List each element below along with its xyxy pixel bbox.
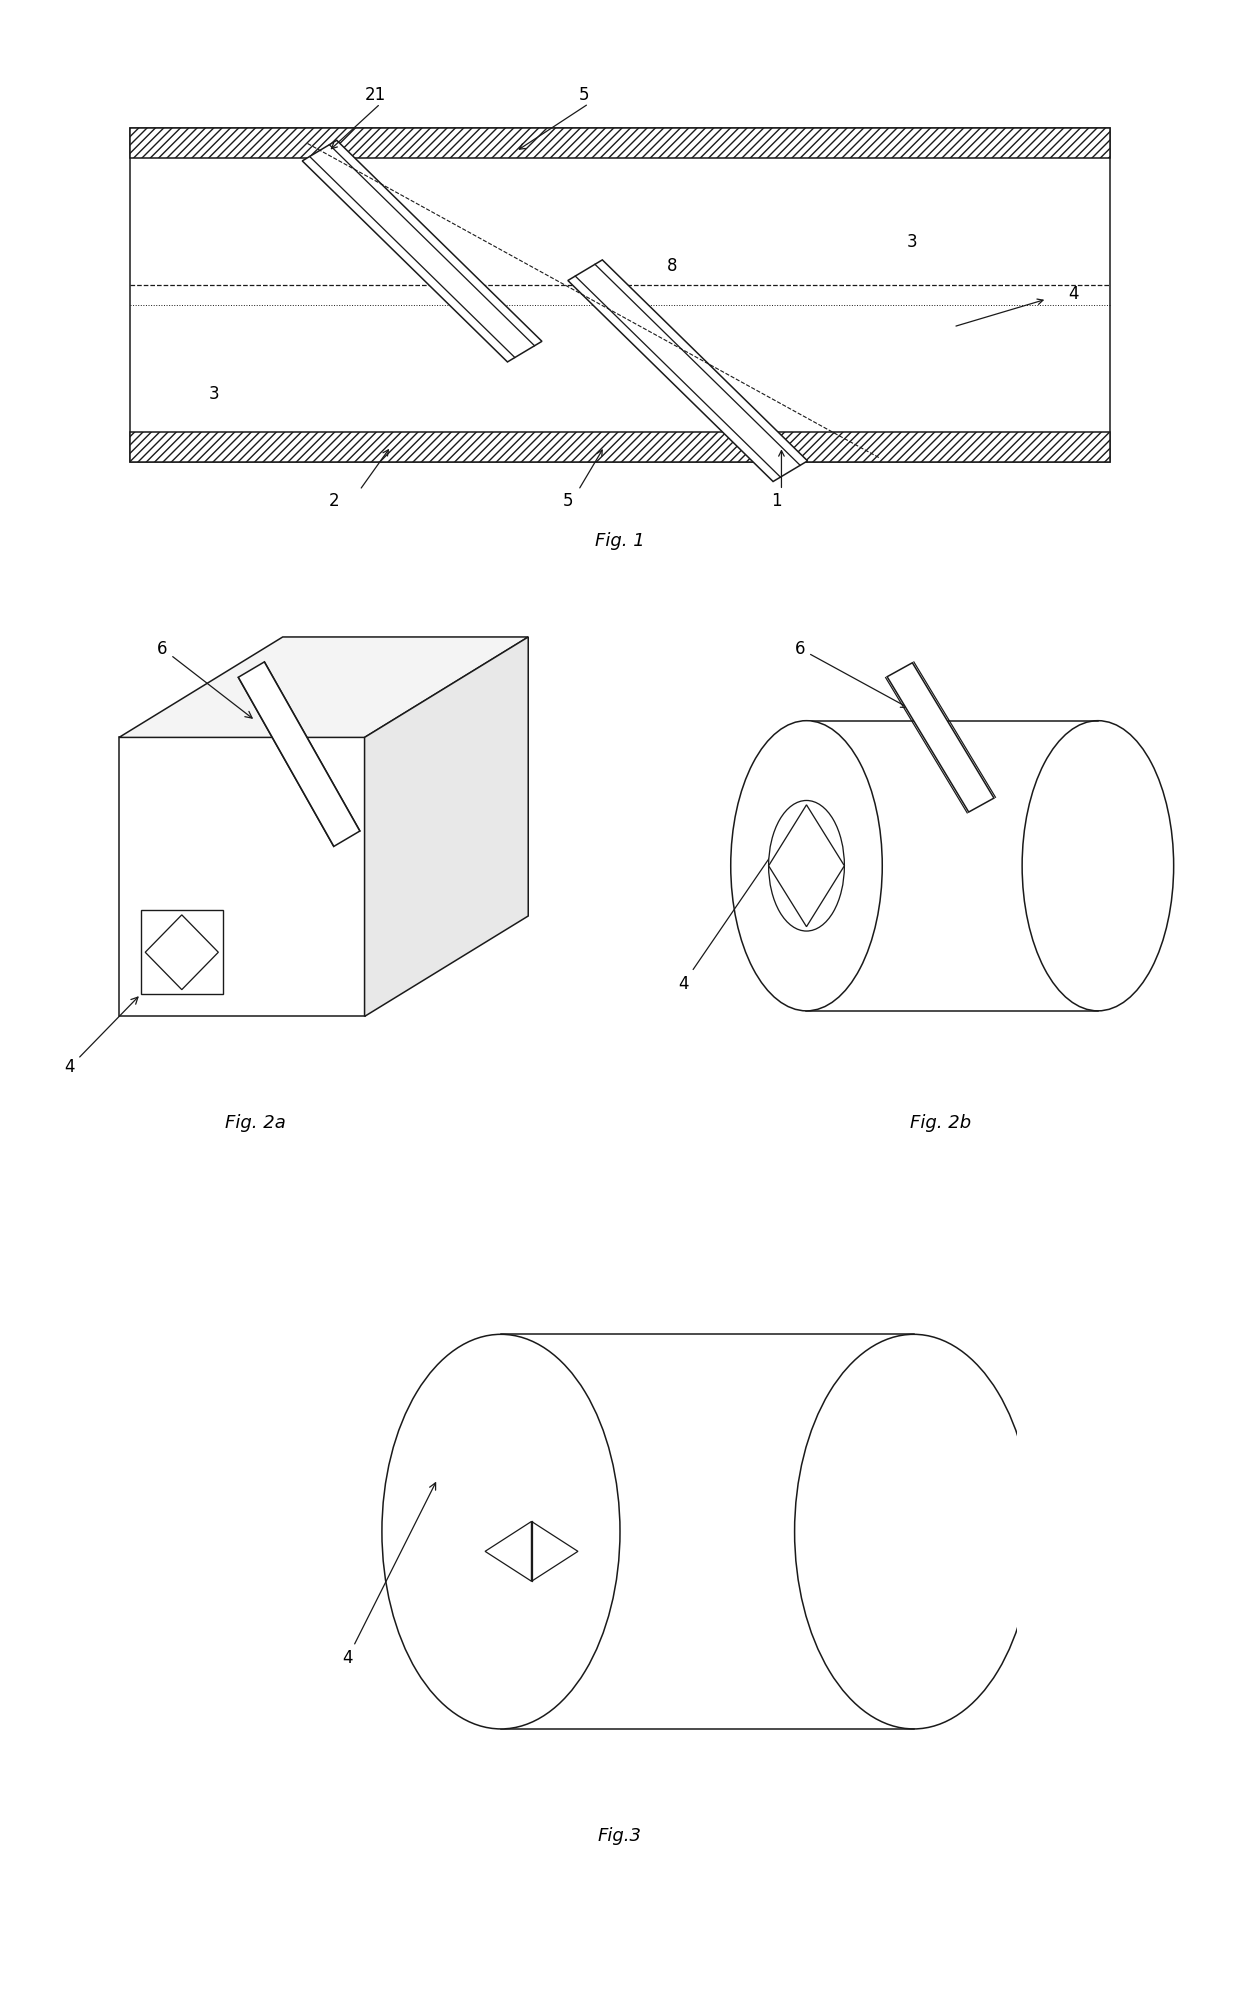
Text: 4: 4	[64, 996, 138, 1076]
Ellipse shape	[769, 801, 844, 931]
Text: 4: 4	[342, 1483, 435, 1668]
Polygon shape	[568, 259, 807, 482]
Text: Fig.3: Fig.3	[598, 1828, 642, 1846]
Text: 5: 5	[578, 86, 589, 104]
Ellipse shape	[730, 721, 883, 1010]
Text: Fig. 2b: Fig. 2b	[910, 1114, 971, 1132]
Ellipse shape	[382, 1335, 620, 1730]
Polygon shape	[365, 638, 528, 1016]
Polygon shape	[485, 1521, 532, 1580]
Polygon shape	[887, 664, 994, 811]
Text: 2: 2	[329, 492, 339, 510]
Polygon shape	[130, 432, 1110, 462]
Polygon shape	[303, 140, 542, 363]
Polygon shape	[141, 911, 223, 995]
Polygon shape	[130, 128, 1110, 462]
Polygon shape	[145, 915, 218, 991]
Polygon shape	[769, 805, 844, 927]
Polygon shape	[119, 638, 528, 737]
Text: 6: 6	[157, 640, 252, 717]
Polygon shape	[532, 1521, 578, 1580]
Polygon shape	[130, 128, 1110, 157]
Text: 21: 21	[365, 86, 386, 104]
Text: 1: 1	[771, 492, 781, 510]
Text: 4: 4	[678, 841, 781, 993]
Text: 8: 8	[667, 257, 677, 275]
Ellipse shape	[795, 1335, 1033, 1730]
Text: 3: 3	[208, 385, 219, 403]
Text: 4: 4	[1068, 285, 1079, 303]
Text: Fig. 2a: Fig. 2a	[226, 1114, 285, 1132]
Text: 5: 5	[563, 492, 573, 510]
Text: 6: 6	[795, 640, 908, 708]
Polygon shape	[238, 662, 360, 847]
Text: Fig. 1: Fig. 1	[595, 532, 645, 550]
Text: 3: 3	[906, 233, 916, 251]
Ellipse shape	[1022, 721, 1173, 1010]
Polygon shape	[119, 737, 365, 1016]
